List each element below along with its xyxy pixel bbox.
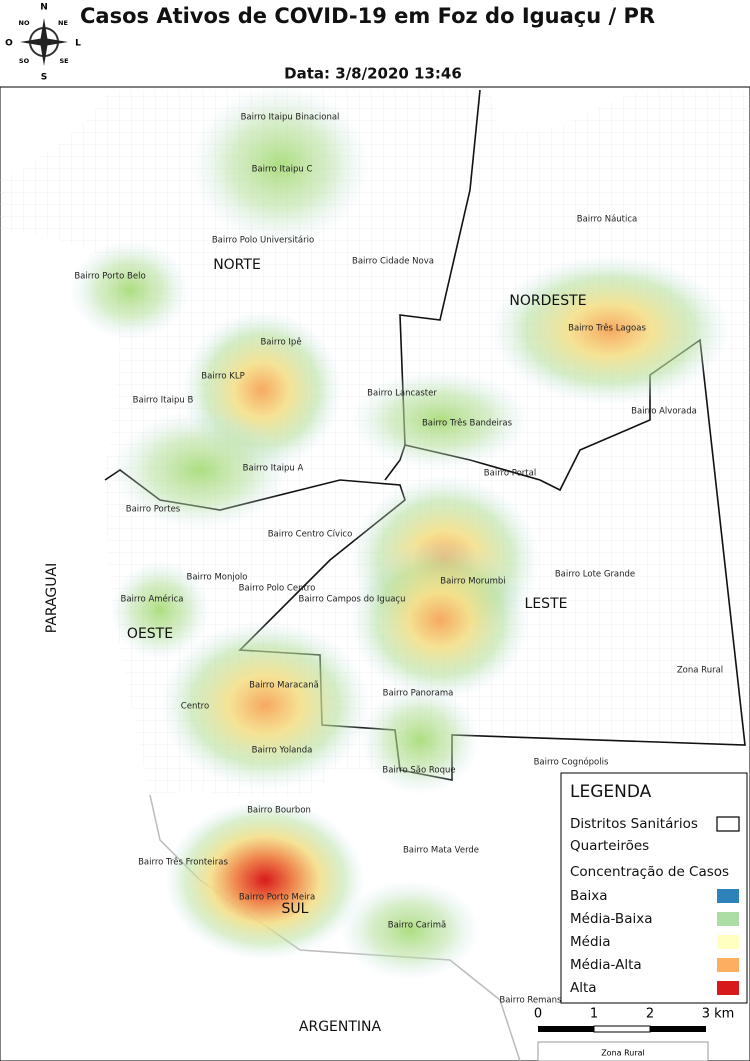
neighborhood-label: Bairro Lote Grande — [555, 570, 635, 580]
legend-label: Distritos Sanitários — [570, 816, 698, 832]
compass-label: SE — [59, 57, 68, 65]
neighborhood-label: Bairro Náutica — [577, 215, 638, 225]
country-label: ARGENTINA — [299, 1019, 382, 1035]
map-title: Casos Ativos de COVID-19 em Foz do Iguaç… — [80, 4, 655, 28]
legend-swatch — [716, 816, 740, 832]
district-label: LESTE — [525, 596, 568, 612]
legend: LEGENDA Distritos Sanitários Quarteirões Co… — [560, 772, 748, 1004]
legend-swatch — [717, 935, 739, 949]
compass-label: N — [40, 3, 48, 13]
neighborhood-label: Bairro Itaipu A — [243, 464, 304, 474]
neighborhood-label: Zona Rural — [677, 666, 723, 676]
neighborhood-label: Bairro Três Fronteiras — [138, 857, 228, 868]
neighborhood-label: Bairro Maracanã — [249, 681, 319, 691]
neighborhood-label: Bairro América — [120, 594, 183, 605]
country-label: PARAGUAI — [44, 563, 60, 633]
legend-label: Alta — [570, 980, 597, 996]
scale-label: 3 km — [702, 1007, 735, 1022]
heatmap — [70, 85, 730, 980]
neighborhood-label: Bairro Ipê — [260, 337, 301, 348]
neighborhood-label: Bairro Cidade Nova — [352, 257, 434, 267]
scale-label: 2 — [646, 1007, 654, 1022]
legend-label: Baixa — [570, 888, 608, 904]
neighborhood-label: Bairro Morumbi — [440, 577, 505, 587]
neighborhood-label: Bairro Três Lagoas — [568, 323, 646, 334]
neighborhood-label: Bairro Polo Centro — [239, 584, 316, 594]
neighborhood-label: Bairro Centro Cívico — [268, 530, 353, 540]
compass-label: O — [5, 39, 13, 49]
neighborhood-label: Bairro Porto Belo — [74, 272, 145, 282]
compass-label: NO — [19, 19, 30, 27]
scale-label: 0 — [534, 1007, 542, 1022]
neighborhood-label: Bairro Remanso — [499, 996, 566, 1006]
neighborhood-label: Bairro Três Bandeiras — [422, 418, 513, 429]
neighborhood-label: Bairro Portes — [126, 505, 181, 515]
neighborhood-label: Bairro Cognópolis — [534, 757, 609, 768]
neighborhood-label: Bairro Portal — [484, 469, 536, 479]
district-label: NORDESTE — [509, 293, 586, 309]
district-label: SUL — [282, 901, 309, 917]
district-label: OESTE — [127, 626, 173, 642]
legend-swatch — [717, 981, 739, 995]
neighborhood-label: Centro — [181, 702, 209, 712]
legend-label: Média — [570, 934, 611, 950]
neighborhood-label: Bairro Monjolo — [186, 573, 247, 583]
legend-swatch — [717, 912, 739, 926]
legend-title: LEGENDA — [570, 782, 652, 802]
legend-heading: Concentração de Casos — [570, 864, 729, 880]
legend-label: Quarteirões — [570, 838, 649, 854]
neighborhood-label: Bairro Lancaster — [367, 389, 437, 399]
neighborhood-label: Bairro Mata Verde — [403, 846, 479, 856]
neighborhood-label: Bairro Yolanda — [252, 746, 313, 756]
neighborhood-label: Bairro Polo Universitário — [212, 236, 314, 246]
scale-caption: Zona Rural — [601, 1049, 645, 1058]
compass — [20, 18, 68, 66]
neighborhood-label: Bairro São Roque — [382, 766, 455, 776]
neighborhood-label: Bairro KLP — [201, 372, 244, 382]
legend-swatch — [717, 958, 739, 972]
neighborhood-label: Bairro Bourbon — [247, 806, 311, 816]
legend-label: Média-Alta — [570, 957, 642, 973]
neighborhood-label: Bairro Alvorada — [631, 407, 697, 417]
compass-label: S — [41, 73, 47, 83]
legend-label: Média-Baixa — [570, 911, 652, 927]
legend-swatch — [717, 889, 739, 903]
scale-label: 1 — [590, 1007, 598, 1022]
district-label: NORTE — [213, 257, 261, 273]
compass-label: L — [75, 39, 81, 49]
neighborhood-label: Bairro Panorama — [383, 689, 454, 699]
neighborhood-label: Bairro Itaipu Binacional — [241, 113, 340, 123]
neighborhood-label: Bairro Porto Meira — [239, 893, 315, 903]
compass-label: SO — [19, 57, 30, 65]
compass-label: NE — [58, 19, 68, 27]
neighborhood-label: Bairro Itaipu C — [252, 165, 313, 175]
neighborhood-label: Bairro Campos do Iguaçu — [299, 595, 406, 605]
neighborhood-label: Bairro Itaipu B — [133, 396, 194, 406]
scale-bar: 0 1 2 3 km Zona Rural — [534, 1007, 734, 1061]
neighborhood-label: Bairro Carimã — [388, 921, 446, 931]
map-date: Data: 3/8/2020 13:46 — [284, 65, 462, 83]
